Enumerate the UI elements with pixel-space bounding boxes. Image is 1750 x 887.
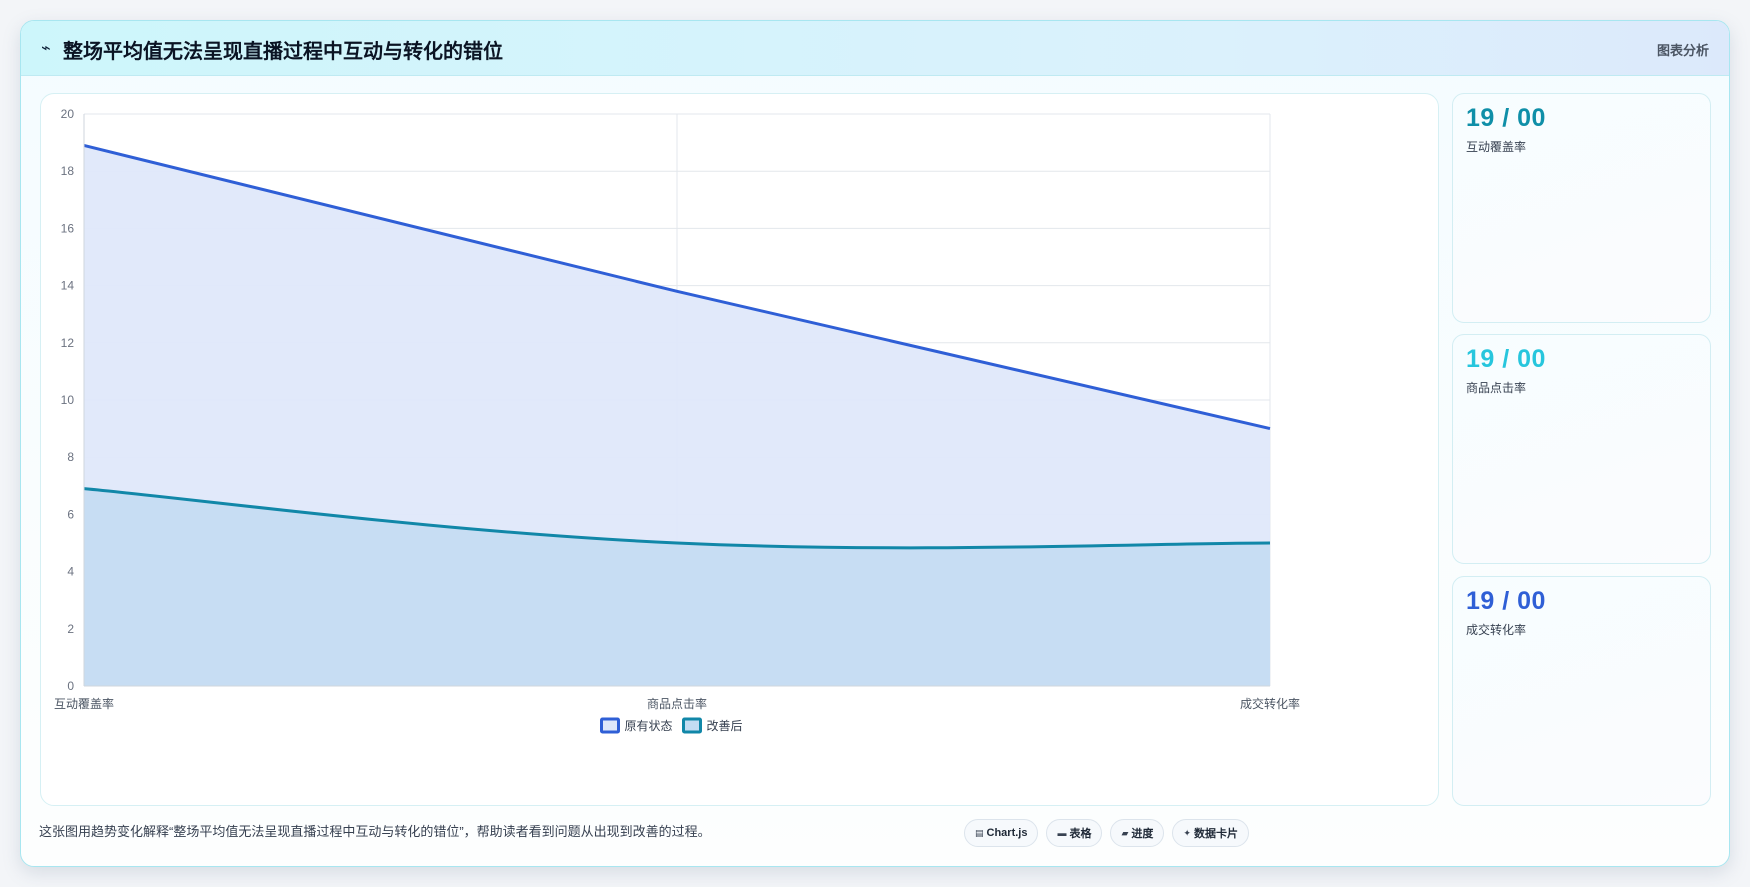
stat-label: 成交转化率 — [1466, 623, 1527, 637]
panel-title: 整场平均值无法呈现直播过程中互动与转化的错位 — [63, 41, 503, 63]
chip-label: Chart.js — [986, 827, 1028, 839]
chart-analysis-tag: 图表分析 — [1656, 43, 1709, 58]
chip-label: 数据卡片 — [1193, 828, 1238, 840]
y-tick-label: 2 — [67, 622, 74, 636]
x-tick-label: 互动覆盖率 — [54, 696, 114, 711]
y-tick-label: 20 — [61, 107, 75, 121]
series-line-1 — [83, 144, 1271, 431]
stat-card-interaction: 19 / 00 互动覆盖率 — [1452, 93, 1711, 323]
panel-header: ⌁ 整场平均值无法呈现直播过程中互动与转化的错位 图表分析 — [21, 21, 1729, 76]
stat-card-conversion: 19 / 00 成交转化率 — [1452, 576, 1711, 806]
chip-label: 进度 — [1131, 828, 1154, 840]
chip-chartjs[interactable]: ▤ Chart.js — [964, 819, 1039, 847]
series-area-2 — [84, 488, 1270, 686]
stat-card-click: 19 / 00 商品点击率 — [1452, 334, 1711, 564]
chart-icon: ▤ — [975, 827, 984, 838]
chip-table[interactable]: ▬ 表格 — [1046, 819, 1103, 847]
y-tick-label: 12 — [61, 336, 75, 350]
y-tick-label: 16 — [61, 221, 75, 235]
chip-label: 表格 — [1069, 828, 1092, 840]
stat-value: 19 / 00 — [1466, 587, 1546, 615]
y-tick-label: 18 — [61, 164, 75, 178]
stat-label: 商品点击率 — [1466, 381, 1527, 395]
footer-note: 这张图用趋势变化解释“整场平均值无法呈现直播过程中互动与转化的错位”，帮助读者看… — [39, 824, 711, 839]
x-tick-label: 商品点击率 — [647, 696, 707, 711]
tool-chips: ▤ Chart.js ▬ 表格 ▰ 进度 ✦ 数据卡片 — [964, 819, 1249, 847]
stat-value: 19 / 00 — [1466, 104, 1546, 132]
chart-panel: ⌁ 整场平均值无法呈现直播过程中互动与转化的错位 图表分析 0 2 4 6 8 10 12 1… — [20, 20, 1730, 867]
y-tick-label: 8 — [67, 450, 74, 464]
y-tick-label: 14 — [61, 279, 75, 293]
y-tick-label: 4 — [67, 565, 74, 579]
chart-wave-icon: ⌁ — [41, 40, 51, 57]
legend-label-2: 改善后 — [707, 718, 743, 733]
progress-icon: ▰ — [1121, 827, 1129, 838]
table-icon: ▬ — [1057, 828, 1067, 838]
stat-label: 互动覆盖率 — [1466, 140, 1527, 154]
chip-data-card[interactable]: ✦ 数据卡片 — [1172, 819, 1249, 847]
y-tick-label: 0 — [67, 679, 74, 693]
y-tick-label: 10 — [61, 393, 75, 407]
sparkle-icon: ✦ — [1183, 827, 1191, 838]
chip-progress[interactable]: ▰ 进度 — [1110, 819, 1165, 847]
legend-swatch-2 — [682, 717, 702, 734]
legend-swatch-1 — [600, 717, 620, 734]
legend-label-1: 原有状态 — [625, 719, 673, 733]
y-tick-label: 6 — [67, 507, 74, 521]
chart-card: 0 2 4 6 8 10 12 14 16 18 20 互动覆盖率 商品点击率 成交转化率原有状态 改善后 — [40, 93, 1439, 806]
stat-value: 19 / 00 — [1466, 345, 1546, 373]
x-tick-label: 成交转化率 — [1240, 696, 1300, 711]
series-line-2 — [83, 487, 1271, 550]
